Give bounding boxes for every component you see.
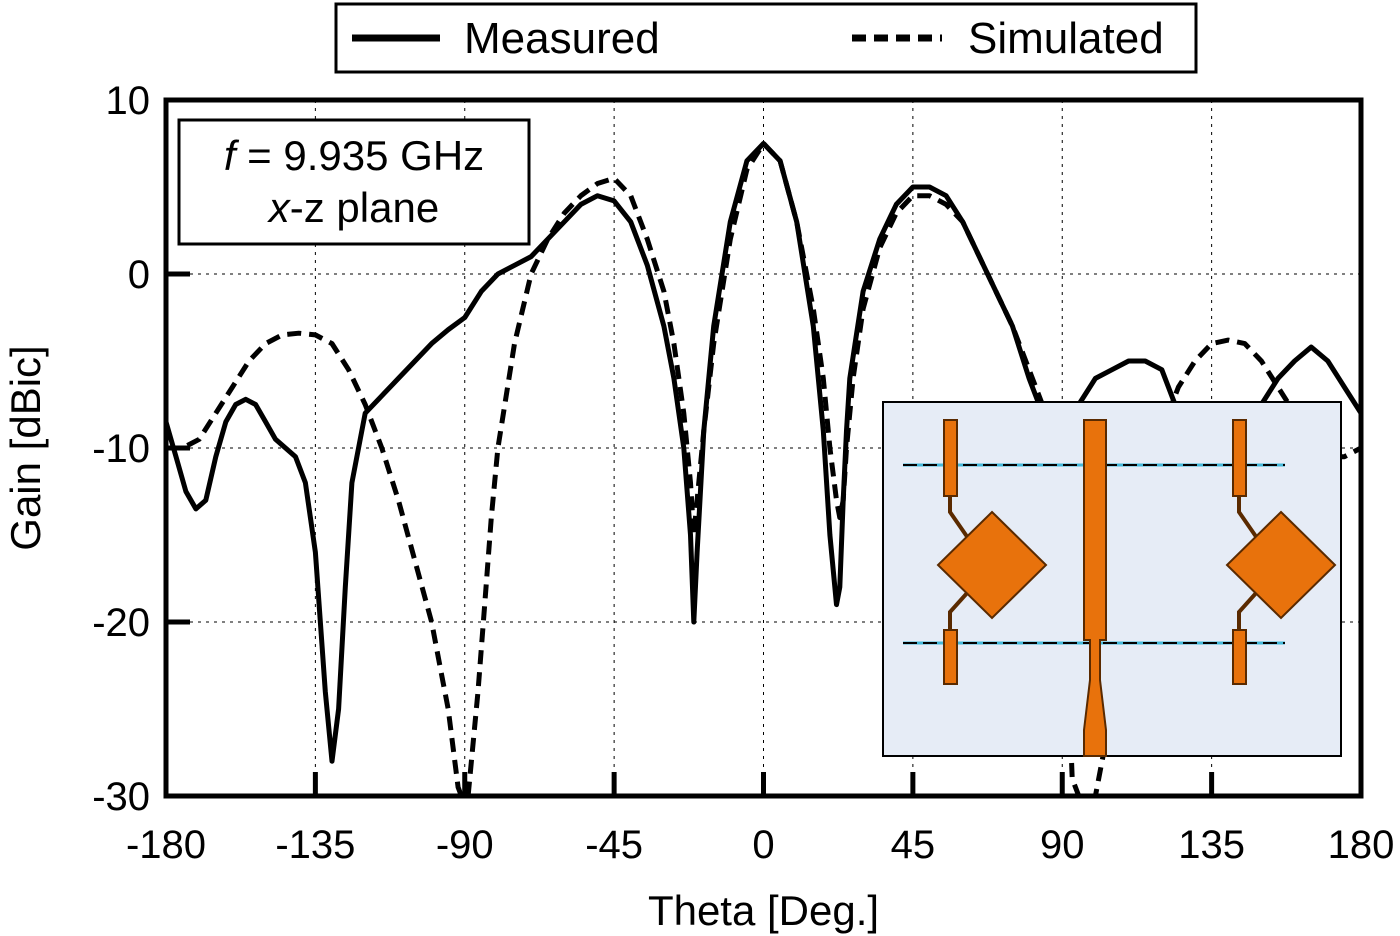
inset-left-lower-arm: [948, 590, 970, 630]
y-tick-label: -30: [92, 775, 150, 819]
legend-label-simulated: Simulated: [968, 14, 1164, 63]
x-axis-label: Theta [Deg.]: [648, 887, 879, 934]
y-tick-label: 10: [106, 79, 151, 123]
inset-left-lower-stub: [943, 629, 958, 685]
x-tick-label: -135: [275, 823, 355, 867]
tick-labels: -180 -135 -90 -45 0 45 90 135 180 -30 -20 -10 0 10: [92, 79, 1394, 867]
inset-right-upper-arm: [1237, 496, 1259, 540]
antenna-array-inset: [882, 401, 1342, 757]
plot-frame: [163, 97, 1364, 799]
y-tick-label: -10: [92, 427, 150, 471]
frequency-annotation: f = 9.935 GHz x-z plane: [177, 118, 531, 246]
inset-right-lower-stub: [1232, 629, 1247, 685]
y-axis-label: Gain [dBic]: [2, 345, 49, 550]
inset-left-patch: [936, 510, 1048, 620]
inset-left-upper-arm: [948, 496, 970, 540]
x-tick-label: 0: [752, 823, 774, 867]
inset-right-upper-stub: [1232, 419, 1247, 497]
x-tick-label: 180: [1328, 823, 1395, 867]
series-line-measured: [163, 141, 1364, 764]
inset-right-lower-arm: [1237, 590, 1259, 630]
legend: Measured Simulated: [334, 2, 1198, 74]
annotation-box: [177, 118, 531, 246]
annotation-plane: x-z plane: [267, 184, 439, 231]
y-tick-label: 0: [128, 253, 150, 297]
x-tick-label: 90: [1040, 823, 1085, 867]
legend-label-measured: Measured: [464, 14, 660, 63]
x-tick-label: -45: [585, 823, 643, 867]
y-tick-label: -20: [92, 601, 150, 645]
inset-right-patch: [1225, 510, 1337, 620]
x-tick-label: 135: [1178, 823, 1245, 867]
legend-box: [334, 2, 1198, 74]
x-tick-label: -90: [436, 823, 494, 867]
x-tick-label: 45: [891, 823, 936, 867]
x-tick-label: -180: [126, 823, 206, 867]
inset-feed-line: [1083, 419, 1107, 757]
annotation-frequency: f = 9.935 GHz: [224, 132, 484, 179]
inset-left-upper-stub: [943, 419, 958, 497]
